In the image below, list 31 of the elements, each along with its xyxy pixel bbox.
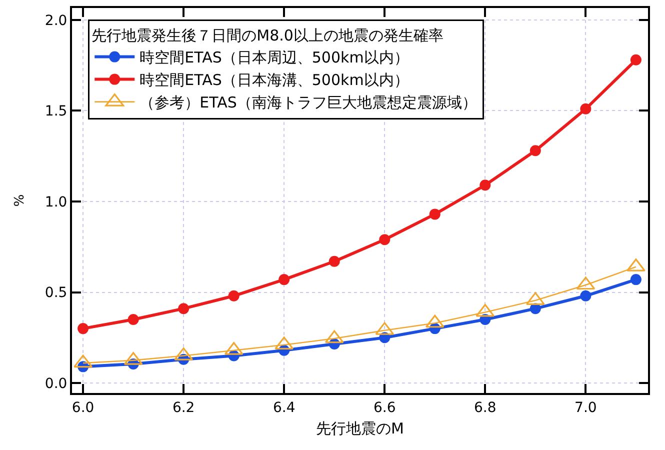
point: [480, 180, 491, 191]
point: [580, 103, 592, 114]
point: [228, 290, 240, 302]
x-tick-label: 7.0: [574, 400, 597, 416]
point: [580, 290, 592, 302]
point: [78, 323, 89, 334]
x-tick-label: 6.2: [172, 400, 195, 416]
y-tick-label: 1.0: [44, 194, 68, 210]
x-axis-title: 先行地震のM: [316, 419, 404, 438]
point: [328, 256, 340, 267]
point: [178, 303, 190, 314]
point: [630, 54, 642, 66]
legend-label: （参考）ETAS（南海トラフ巨大地震想定震源域）: [140, 94, 477, 112]
y-tick-label: 0.5: [44, 285, 68, 302]
legend-label: 時空間ETAS（日本海溝、500km以内）: [140, 71, 409, 90]
point: [278, 274, 290, 286]
y-tick-label: 2.0: [44, 12, 68, 29]
x-tick-label: 6.6: [373, 400, 396, 416]
x-tick-label: 6.0: [72, 400, 94, 416]
point: [429, 208, 440, 220]
y-axis-title: %: [12, 194, 28, 207]
y-tick-label: 1.5: [44, 104, 68, 120]
point: [530, 145, 541, 156]
x-tick-label: 6.8: [474, 400, 496, 416]
point: [379, 234, 390, 246]
legend-label: 時空間ETAS（日本周辺、500km以内）: [140, 48, 409, 67]
legend-title: 先行地震発生後７日間のM8.0以上の地震の発生確率: [92, 26, 444, 45]
x-tick-label: 6.4: [272, 400, 296, 416]
point: [630, 274, 642, 286]
y-tick-label: 0.0: [44, 376, 68, 392]
point: [128, 314, 139, 325]
